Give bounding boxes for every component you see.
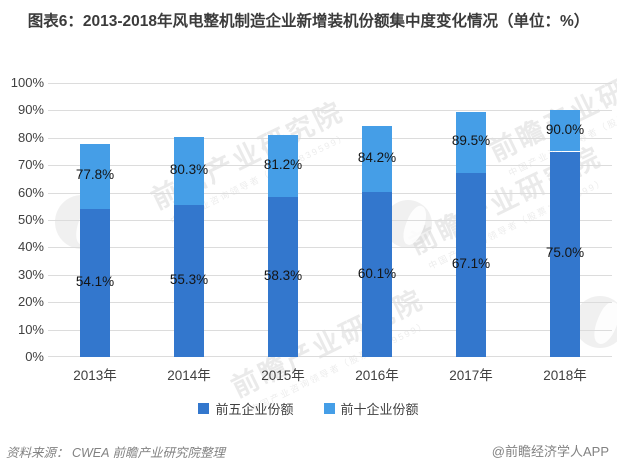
bar-segment-前十企业份额 [362,126,392,193]
chart-title: 图表6：2013-2018年风电整机制造企业新增装机份额集中度变化情况（单位：%… [27,13,590,30]
gridline [48,330,612,331]
gridline [48,220,612,221]
legend-label: 前十企业份额 [340,402,419,417]
x-axis-label: 2016年 [355,368,399,383]
y-axis-tick-label: 100% [10,75,44,90]
gridline [48,275,612,276]
y-axis-tick-label: 20% [17,294,44,309]
y-axis-tick-label: 50% [17,212,44,227]
data-label: 67.1% [451,256,491,272]
x-axis-label: 2013年 [73,368,117,383]
legend-swatch [323,403,335,414]
legend-item: 前五企业份额 [198,399,294,418]
bar-segment-前五企业份额 [362,192,392,357]
plot-area: 0% 10% 20% 30% 40% 50% 60% 70% 80% 90% 100% 54.1% 77… [11,75,612,364]
gridline [48,247,612,248]
x-axis-label: 2017年 [449,368,493,383]
gridline [48,83,612,84]
bar-segment-前五企业份额 [550,151,580,357]
data-label: 84.2% [357,150,397,166]
gridline [48,193,612,194]
y-axis-tick-label: 90% [17,102,44,117]
data-label: 58.3% [263,268,303,284]
source-note: 资料来源： CWEA 前瞻产业研究院整理 [6,446,225,460]
bar-segment-前十企业份额 [174,136,204,206]
bar-segment-前十企业份额 [550,110,580,152]
bar-segment-前十企业份额 [456,111,486,174]
bar-segment-前五企业份额 [174,205,204,357]
gridline [48,356,612,357]
data-label: 60.1% [357,265,397,281]
y-axis-tick-label: 0% [25,349,44,364]
gridline [48,110,612,111]
legend-swatch [198,403,210,414]
x-axis-label: 2015年 [261,368,305,383]
bar-segment-前十企业份额 [268,134,298,198]
y-axis-tick-label: 30% [17,267,44,282]
gridline [48,165,612,166]
data-label: 77.8% [75,167,115,183]
legend-item: 前十企业份额 [323,399,419,418]
data-label: 81.2% [263,156,303,172]
bar-segment-前十企业份额 [80,143,110,209]
bar-segment-前五企业份额 [268,197,298,357]
bar-segment-前五企业份额 [456,173,486,357]
y-axis-tick-label: 40% [17,239,44,254]
data-label: 90.0% [545,121,585,137]
data-label: 55.3% [169,272,209,288]
gridline [48,138,612,139]
y-axis-tick-label: 70% [17,157,44,172]
y-axis-tick-label: 80% [17,130,44,145]
data-label: 89.5% [451,133,491,149]
y-axis-tick-label: 60% [17,185,44,200]
x-axis-label: 2014年 [167,368,211,383]
y-axis-tick-label: 10% [17,322,44,337]
data-label: 80.3% [169,162,209,178]
data-label: 75.0% [545,245,585,261]
data-label: 54.1% [75,273,115,289]
credit-note: @前瞻经济学人APP [491,444,609,459]
legend: 前五企业份额 前十企业份额 [0,399,617,418]
x-axis-label: 2018年 [543,368,587,383]
gridline [48,302,612,303]
legend-label: 前五企业份额 [215,402,294,417]
bar-segment-前五企业份额 [80,208,110,357]
